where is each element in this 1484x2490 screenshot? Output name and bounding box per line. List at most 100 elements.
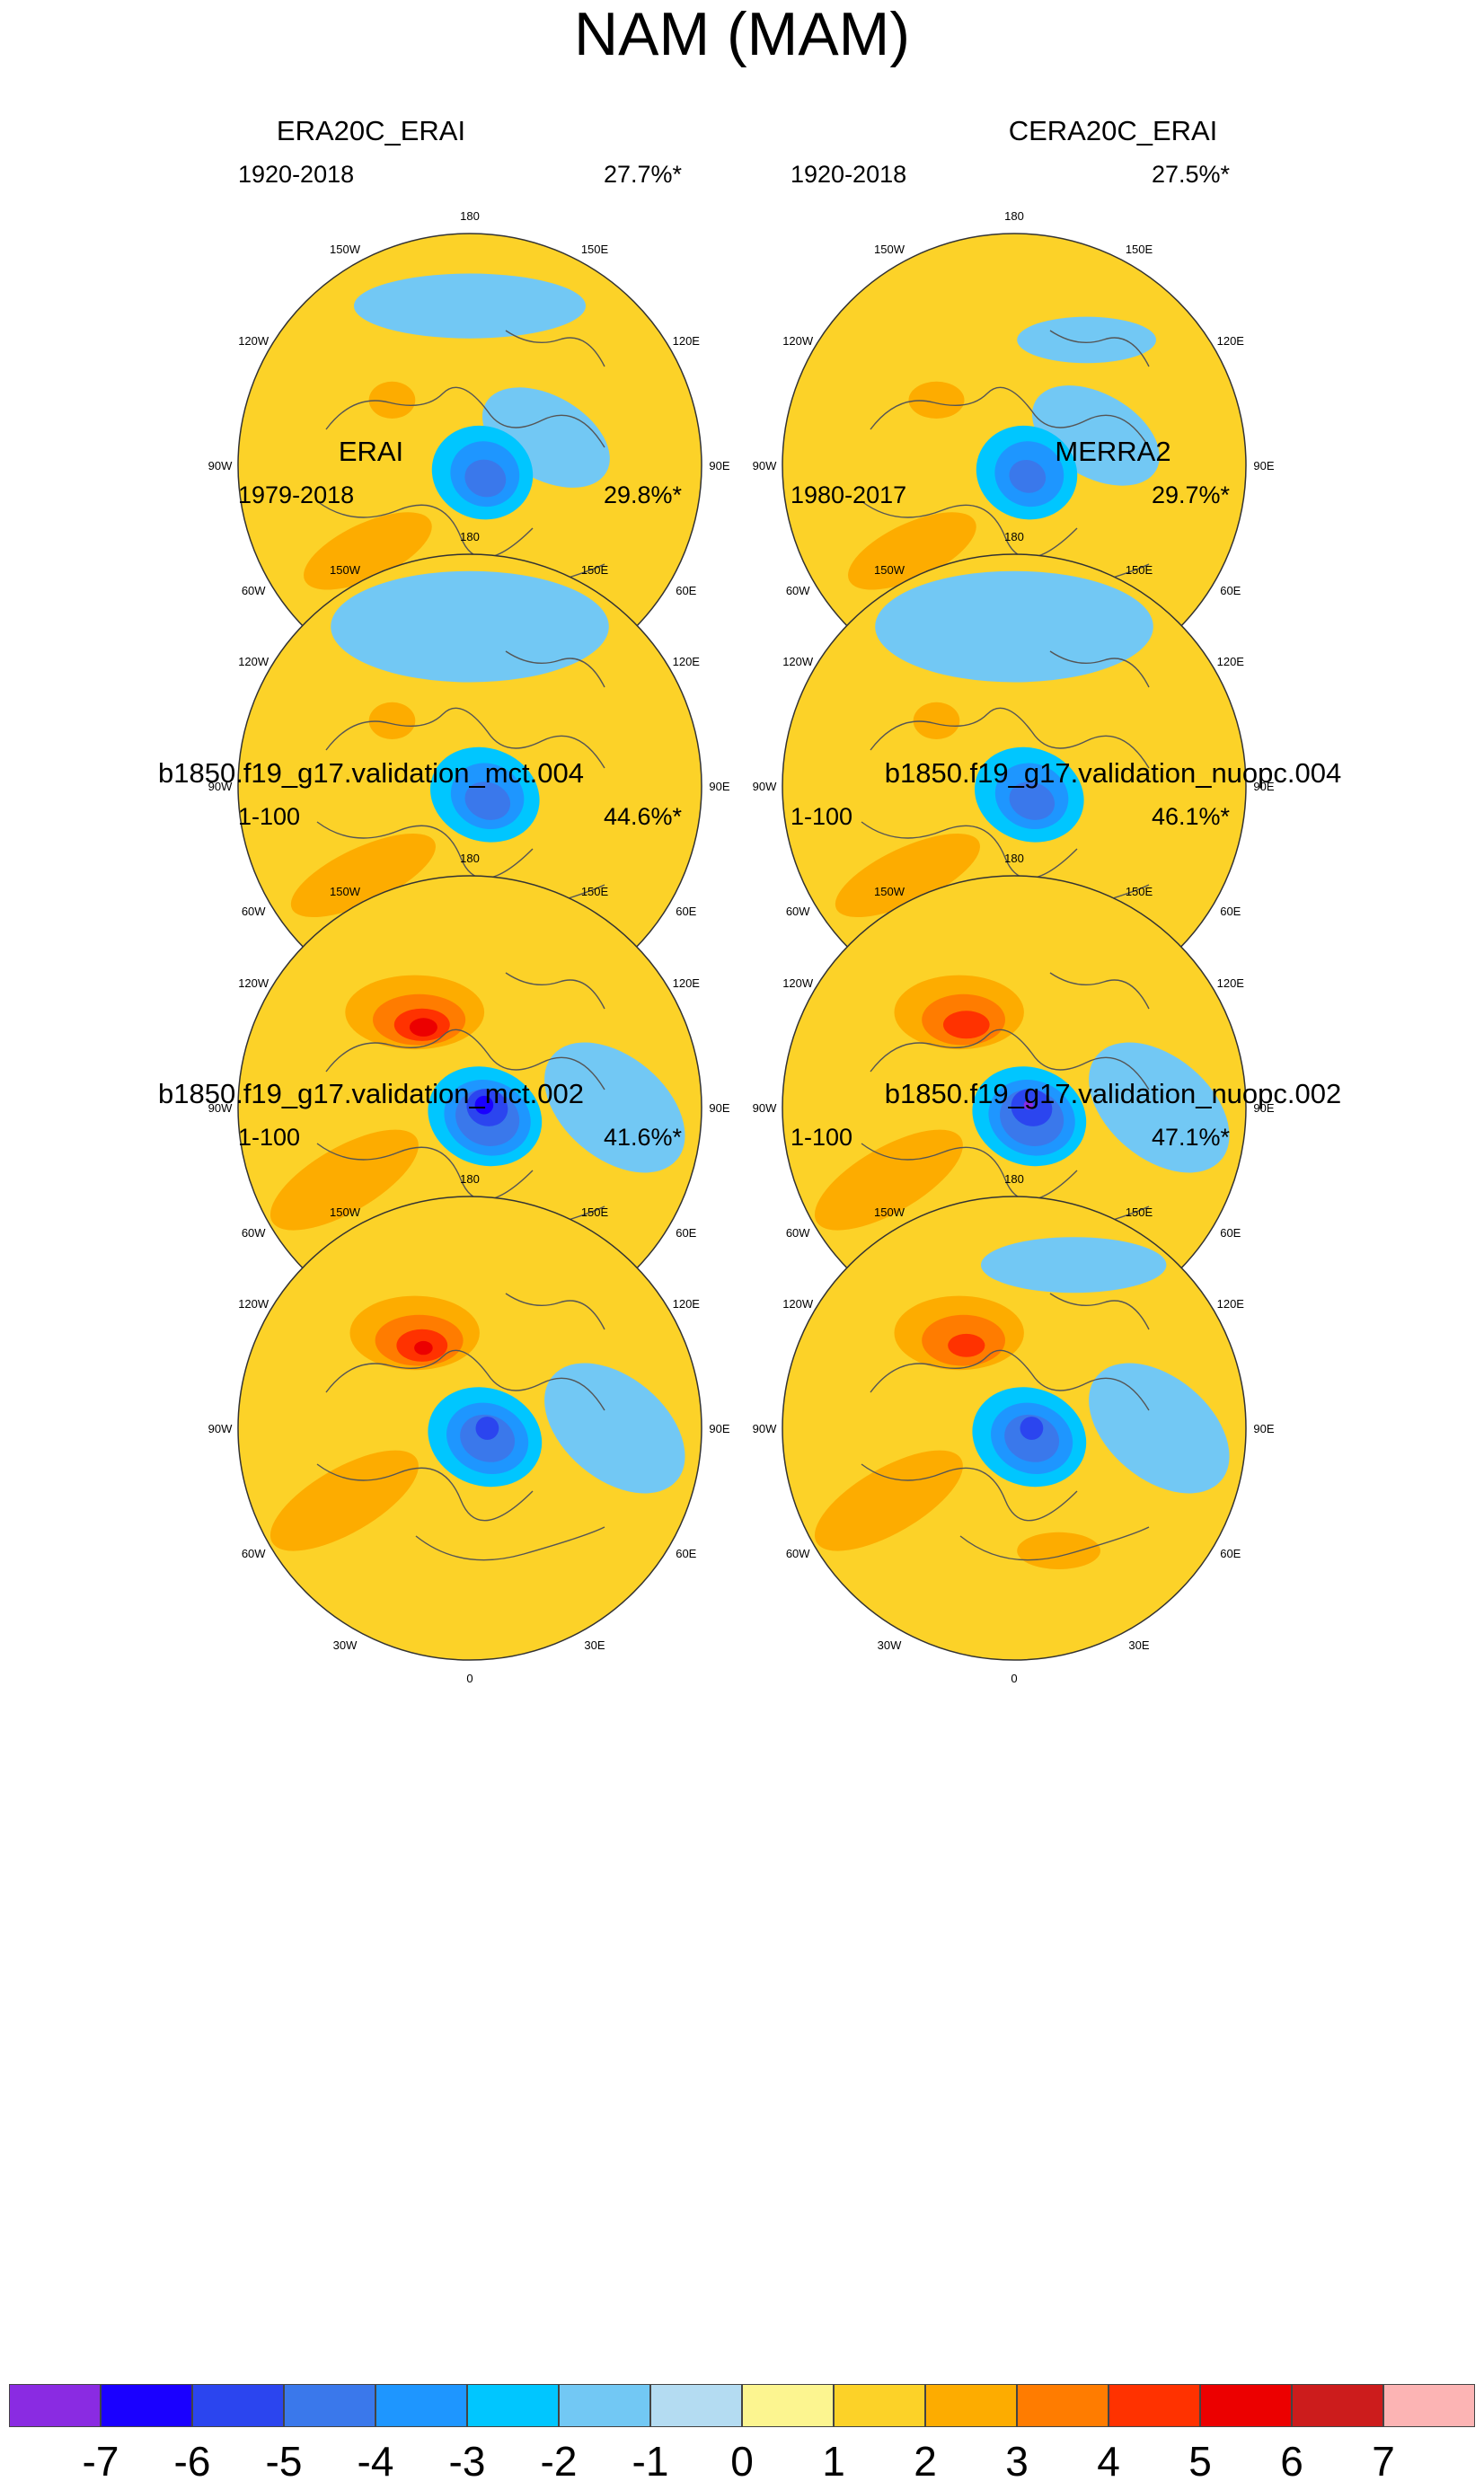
longitude-label: 180 [1004,1172,1024,1186]
longitude-label: 60E [1220,1226,1241,1240]
contour-level--6 [474,1095,494,1115]
longitude-label: 90E [1253,1101,1274,1115]
contour-level--1 [354,273,586,339]
longitude-label: 150E [581,243,609,256]
longitude-label: 90W [753,459,777,472]
contour-level--1 [1017,316,1156,364]
map-border [237,1196,702,1661]
longitude-label: 180 [460,530,480,543]
longitude-label: 120W [782,334,814,348]
longitude-label: 150E [1126,563,1153,577]
contour-level--5 [475,1417,499,1440]
longitude-label: 30W [878,1638,902,1652]
map-border [782,1196,1247,1661]
panel-title: b1850.f19_g17.validation_mct.002 [158,1078,584,1109]
panel-title: b1850.f19_g17.validation_mct.004 [158,757,584,789]
coastline [316,330,605,598]
colorbar-box [559,2384,650,2427]
longitude-label: 60W [242,1547,266,1560]
longitude-label: 180 [1004,530,1024,543]
contour-level--4 [1009,781,1056,820]
contour-level--1 [1089,1363,1230,1494]
longitude-label: 120E [673,976,701,990]
variance-label: 29.8%* [604,481,683,508]
map-panel: 180 150E 120E 90E 60E 30E 0 30W 60W 90W 120W 150W b1… [0,1022,742,1685]
longitude-label: 90W [208,459,233,472]
longitude-label: 90E [709,1422,729,1435]
longitude-label: 60E [1220,584,1241,597]
longitude-label: 150W [330,563,361,577]
contour-level-5 [414,1340,433,1355]
figure-title: NAM (MAM) [574,0,910,68]
longitude-label: 60E [1220,1547,1241,1560]
longitude-label: 90W [753,1422,777,1435]
variance-label: 27.5%* [1152,161,1231,188]
colorbar-box [1292,2384,1383,2427]
colorbar-tick-label: -3 [448,2438,486,2485]
longitude-label: 150W [874,1205,905,1219]
longitude-label: 150W [874,243,905,256]
longitude-label: 120W [782,976,814,990]
longitude-label: 60W [786,1547,810,1560]
variance-label: 29.7%* [1152,481,1231,508]
longitude-label: 120E [1217,1297,1245,1311]
panel-title: ERAI [338,436,404,467]
longitude-label: 120W [782,1297,814,1311]
longitude-label: 120E [673,334,701,348]
colorbar-box [1383,2384,1475,2427]
longitude-label: 150W [330,1205,361,1219]
longitude-label: 60W [786,1226,810,1240]
period-label: 1920-2018 [238,161,355,188]
polar-map: 180 150E 120E 90E 60E 30E 0 30W 60W 90W 120W 150W [753,1172,1275,1685]
contour-level--4 [464,781,511,820]
contour-level-2 [848,512,976,590]
longitude-label: 120W [238,1297,269,1311]
longitude-label: 60E [676,1547,696,1560]
colorbar-box [742,2384,834,2427]
coastline [316,972,605,1241]
panel-title: CERA20C_ERAI [1008,115,1218,146]
longitude-label: 120W [238,976,269,990]
colorbar-labels: -7 -6 -5 -4 -3 -2 -1 0 1 2 3 4 5 6 7 [0,2436,1484,2490]
colorbar-box [1200,2384,1292,2427]
longitude-label: 60W [242,905,266,918]
colorbar-tick-label: 1 [822,2438,845,2485]
longitude-label: 150E [1126,885,1153,898]
longitude-label: 60W [786,584,810,597]
colorbar-box [101,2384,192,2427]
contour-level--4 [1009,459,1047,493]
period-label: 1-100 [238,1124,301,1151]
contour-level-2 [835,833,980,918]
period-label: 1-100 [791,803,853,830]
coastline [316,1293,605,1561]
longitude-label: 0 [1011,1672,1017,1685]
coastline [861,330,1150,598]
longitude-label: 60W [786,905,810,918]
colorbar-box [9,2384,101,2427]
longitude-label: 120E [1217,655,1245,668]
panel-title: ERA20C_ERAI [276,115,466,146]
longitude-label: 150E [1126,1205,1153,1219]
longitude-label: 0 [466,1672,473,1685]
panel-title: b1850.f19_g17.validation_nuopc.004 [884,757,1342,789]
contour-level--1 [981,1237,1167,1294]
longitude-label: 120E [1217,334,1245,348]
longitude-label: 120E [673,1297,701,1311]
variance-label: 41.6%* [604,1124,683,1151]
period-label: 1920-2018 [791,161,907,188]
colorbar-tick-label: -2 [540,2438,578,2485]
colorbar-tick-label: -6 [173,2438,211,2485]
colorbar-tick-label: -5 [265,2438,303,2485]
contour-level-4 [948,1333,985,1357]
coastline [316,650,605,919]
variance-label: 27.7%* [604,161,683,188]
colorbar-box [375,2384,467,2427]
longitude-label: 90W [208,1101,233,1115]
longitude-label: 120W [238,334,269,348]
colorbar-tick-label: -1 [632,2438,669,2485]
longitude-label: 90E [1253,459,1274,472]
map-panel: 180150E120E90E60E30E030W60W90W120W150WER… [0,59,742,722]
longitude-label: 90E [709,1101,729,1115]
longitude-label: 120E [673,655,701,668]
colorbar [9,2384,1475,2427]
